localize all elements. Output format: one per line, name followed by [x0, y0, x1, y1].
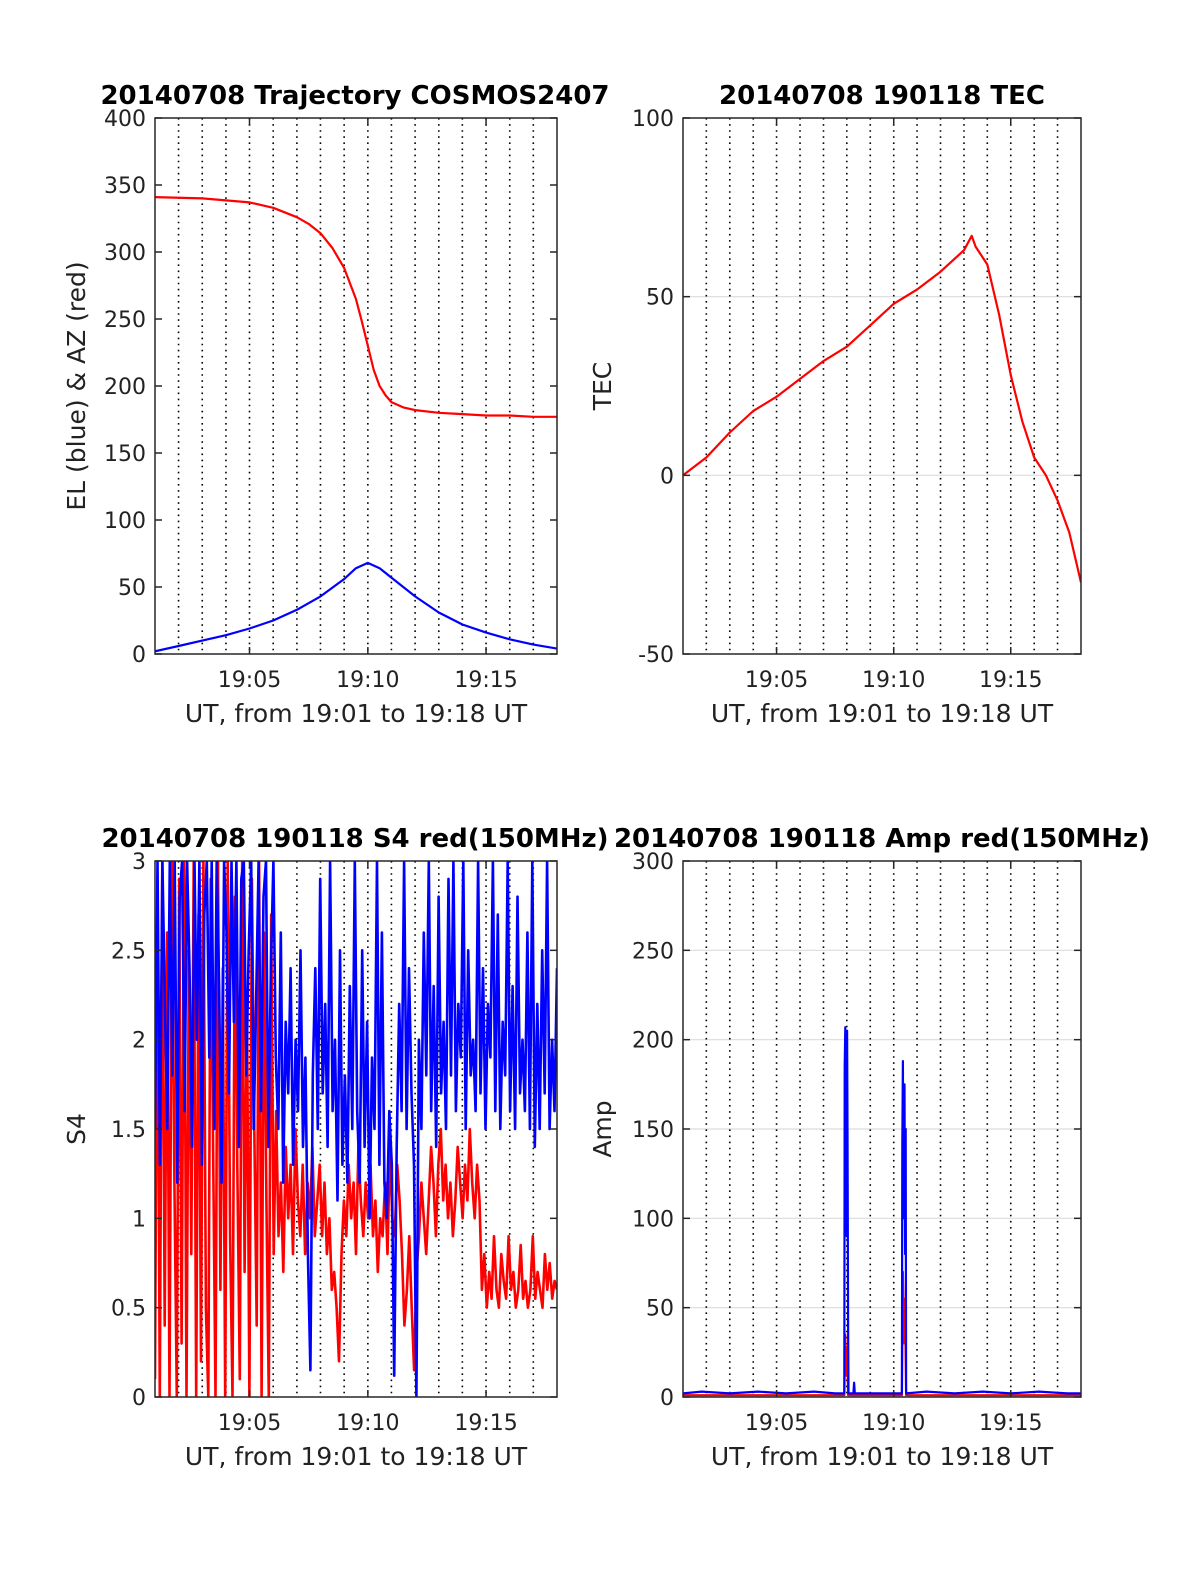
series-line-blue: [683, 1026, 1081, 1395]
y-tick-label: 200: [104, 375, 146, 400]
y-tick-label: 1.5: [111, 1118, 146, 1143]
x-tick-label: 19:15: [454, 1411, 517, 1436]
x-axis-label: UT, from 19:01 to 19:18 UT: [185, 699, 528, 728]
x-tick-label: 19:10: [336, 668, 399, 693]
x-tick-label: 19:10: [862, 668, 925, 693]
x-tick-label: 19:10: [336, 1411, 399, 1436]
series-line-red: [683, 234, 1081, 583]
chart-title: 20140708 190118 Amp red(150MHz): [614, 824, 1150, 854]
y-axis-label: TEC: [588, 362, 617, 412]
y-tick-label: 100: [632, 107, 674, 132]
y-tick-label: 300: [104, 241, 146, 266]
y-axis-label: EL (blue) & AZ (red): [62, 261, 91, 510]
y-tick-label: 150: [632, 1118, 674, 1143]
x-tick-label: 19:15: [979, 1411, 1042, 1436]
y-tick-label: 50: [646, 1297, 674, 1322]
y-tick-label: 0.5: [111, 1297, 146, 1322]
y-tick-label: 0: [660, 464, 674, 489]
x-tick-label: 19:15: [454, 668, 517, 693]
axes-box: [682, 117, 1082, 655]
panel-trajectory: 0 50 100 150 200 250 300 350 400 19:05 19:10 19:15 2…: [62, 81, 610, 728]
y-tick-label: 0: [132, 643, 146, 668]
x-axis-label: UT, from 19:01 to 19:18 UT: [711, 1442, 1054, 1471]
panel-tec: -50 0 50 100 19:05 19:10 19:15 20140708 190118 …: [588, 81, 1082, 728]
y-tick-label: 1: [132, 1207, 146, 1232]
y-axis-label: S4: [62, 1113, 91, 1145]
chart-title: 20140708 190118 S4 red(150MHz): [101, 824, 608, 854]
x-tick-label: 19:05: [218, 668, 281, 693]
y-tick-label: 50: [118, 576, 146, 601]
series-line-blue: [155, 861, 557, 1397]
y-tick-label: -50: [638, 643, 674, 668]
series-line-red: [155, 196, 557, 418]
y-tick-label: 2.5: [111, 939, 146, 964]
chart-title: 20140708 190118 TEC: [719, 81, 1045, 111]
y-tick-label: 100: [632, 1207, 674, 1232]
x-tick-label: 19:05: [218, 1411, 281, 1436]
y-tick-label: 50: [646, 286, 674, 311]
x-axis-label: UT, from 19:01 to 19:18 UT: [711, 699, 1054, 728]
y-tick-label: 400: [104, 107, 146, 132]
x-tick-label: 19:10: [862, 1411, 925, 1436]
x-tick-label: 19:05: [745, 668, 808, 693]
y-tick-label: 2: [132, 1029, 146, 1054]
y-tick-label: 3: [132, 850, 146, 875]
y-tick-label: 150: [104, 442, 146, 467]
panel-s4: 0 0.5 1 1.5 2 2.5 3 19:05 19:10 19:15 20140708 190…: [62, 824, 609, 1471]
chart-title: 20140708 Trajectory COSMOS2407: [100, 81, 609, 111]
panel-amp: 0 50 100 150 200 250 300 19:05 19:10 19:15 2014070…: [588, 824, 1150, 1471]
x-tick-label: 19:15: [979, 668, 1042, 693]
y-axis-label: Amp: [588, 1100, 617, 1157]
y-tick-label: 0: [660, 1386, 674, 1411]
y-tick-label: 100: [104, 509, 146, 534]
y-tick-label: 250: [104, 308, 146, 333]
x-tick-label: 19:05: [745, 1411, 808, 1436]
y-tick-label: 0: [132, 1386, 146, 1411]
x-axis-label: UT, from 19:01 to 19:18 UT: [185, 1442, 528, 1471]
y-tick-label: 300: [632, 850, 674, 875]
y-tick-label: 250: [632, 939, 674, 964]
series-line-blue: [155, 561, 557, 653]
y-tick-label: 200: [632, 1029, 674, 1054]
y-tick-label: 350: [104, 174, 146, 199]
